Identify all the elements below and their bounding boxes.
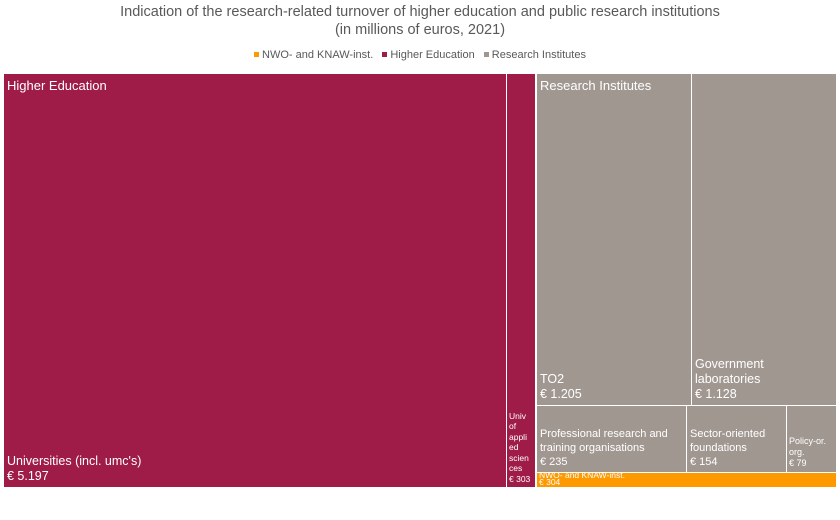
tile-to2: Research Institutes TO2 € 1.205 (536, 73, 692, 406)
tile-name-to2: TO2 (540, 372, 565, 386)
tile-name-policy-oriented-org: Policy-or. org. (789, 436, 827, 457)
chart-title: Indication of the research-related turno… (120, 4, 720, 20)
legend-swatch-research-institutes (483, 51, 489, 57)
tile-value-government-laboratories: € 1.128 (695, 387, 737, 401)
legend-swatch-nwo (254, 51, 260, 57)
tile-name-sector-oriented-foundations: Sector-oriented foundations (690, 428, 766, 454)
tile-value-policy-oriented-org: € 79 (789, 458, 807, 468)
tile-value-professional-research: € 235 (540, 456, 568, 468)
tile-nwo-knaw: NWO- and KNAW-inst. € 304 (536, 472, 837, 488)
tile-label-universities: Universities (incl. umc's) € 5.197 (7, 454, 141, 484)
group-label-research-institutes: Research Institutes (540, 78, 652, 93)
tile-label-nwo-knaw: NWO- and KNAW-inst. € 304 (539, 472, 625, 487)
tile-name-professional-research: Professional research and training organ… (540, 428, 668, 454)
tile-value-sector-oriented-foundations: € 154 (690, 456, 718, 468)
tile-value-to2: € 1.205 (540, 387, 582, 401)
tile-professional-research: Professional research and training organ… (536, 405, 687, 473)
tile-name-universities: Universities (incl. umc's) (7, 454, 142, 468)
tile-label-government-laboratories: Government laboratories € 1.128 (695, 357, 795, 402)
group-label-higher-education: Higher Education (7, 78, 107, 93)
tile-value-universities: € 5.197 (7, 469, 49, 483)
legend-item-research-institutes: Research Institutes (483, 49, 586, 61)
legend-swatch-higher-education (382, 51, 388, 57)
tile-name-government-laboratories: Government laboratories (695, 357, 764, 386)
tile-government-laboratories: Government laboratories € 1.128 (691, 73, 837, 406)
tile-label-professional-research: Professional research and training organ… (540, 427, 685, 469)
chart-title-block: Indication of the research-related turno… (0, 3, 840, 39)
legend-item-nwo: NWO- and KNAW-inst. (254, 49, 373, 61)
tile-sector-oriented-foundations: Sector-oriented foundations € 154 (686, 405, 787, 473)
tile-label-sector-oriented-foundations: Sector-oriented foundations € 154 (690, 427, 785, 469)
chart-legend: NWO- and KNAW-inst. Higher Education Res… (0, 49, 840, 61)
tile-value-univ-applied-sciences: € 303 (509, 473, 531, 484)
tile-label-to2: TO2 € 1.205 (540, 372, 582, 402)
legend-label-research-institutes: Research Institutes (491, 49, 586, 61)
legend-item-higher-education: Higher Education (382, 49, 475, 61)
tile-name-univ-applied-sciences: Univ of appli ed scien ces (509, 410, 529, 474)
tile-universities: Higher Education Universities (incl. umc… (3, 73, 507, 488)
tile-policy-oriented-org: Policy-or. org. € 79 (786, 405, 837, 473)
chart-subtitle: (in millions of euros, 2021) (334, 22, 506, 38)
tile-value-nwo-knaw: € 304 (539, 477, 561, 487)
tile-label-policy-oriented-org: Policy-or. org. € 79 (789, 436, 836, 469)
tile-univ-applied-sciences: Univ of appli ed scien ces € 303 (506, 73, 536, 488)
tile-name-nwo-knaw: NWO- and KNAW-inst. (539, 472, 625, 480)
tile-label-univ-applied-sciences: Univ of appli ed scien ces € 303 (509, 411, 535, 485)
legend-label-higher-education: Higher Education (390, 49, 475, 61)
legend-label-nwo: NWO- and KNAW-inst. (262, 49, 374, 61)
